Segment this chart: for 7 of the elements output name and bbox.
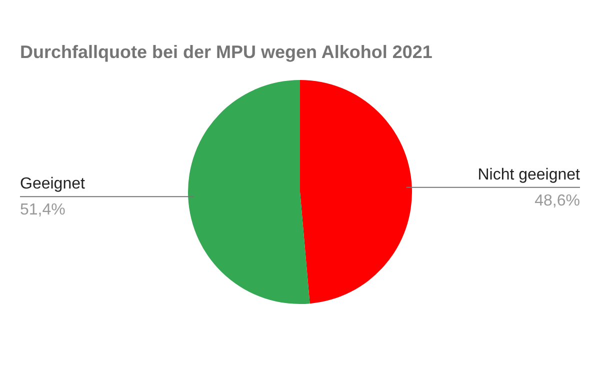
data-label: 48,6% [534,192,580,210]
chart-title: Durchfallquote bei der MPU wegen Alkohol 2021 [20,42,432,62]
slice-label: Geeignet [20,176,86,193]
data-label: 51,4% [20,202,66,219]
slice-label: Nicht geeignet [478,166,581,184]
pie-slice [300,80,412,304]
pie-slice [188,80,310,304]
